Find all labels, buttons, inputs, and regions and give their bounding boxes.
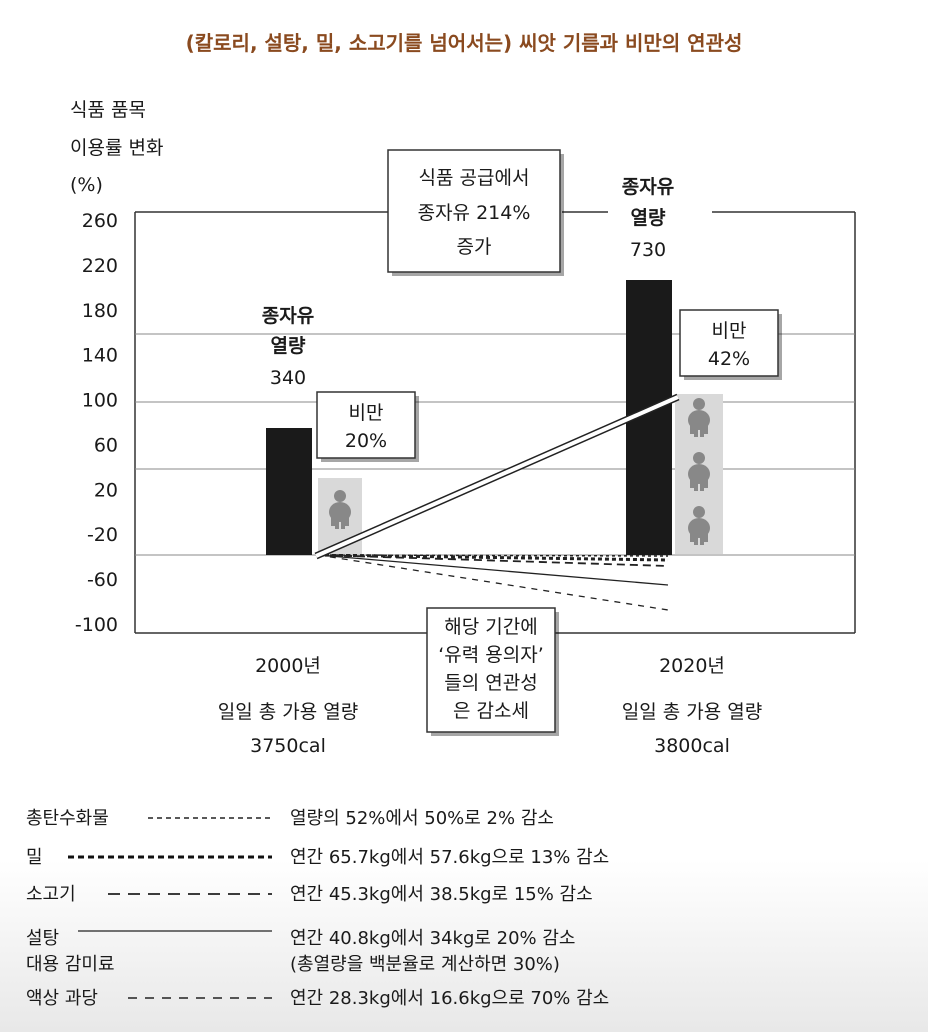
x-category-2000-cal: 3750cal — [250, 735, 326, 757]
chart-title: (칼로리, 설탕, 밀, 소고기를 넘어서는) 씨앗 기름과 비만의 연관성 — [186, 31, 743, 55]
obesity-box-2020-line2: 42% — [708, 348, 750, 370]
x-category-2020-cal: 3800cal — [654, 735, 730, 757]
y-tick-label-6: 20 — [94, 479, 118, 501]
annotation-box-decrease: 해당 기간에 ‘유력 용의자’ 들의 연관성 은 감소세 — [426, 607, 559, 736]
obesity-trend-line — [314, 393, 680, 560]
y-tick-label-1: 220 — [82, 255, 118, 277]
legend-name-beef: 소고기 — [26, 884, 76, 905]
legend-desc-wheat: 연간 65.7kg에서 57.6kg으로 13% 감소 — [290, 847, 609, 868]
annotation-decrease-line3: 들의 연관성 — [444, 672, 537, 694]
legend: 총탄수화물 열량의 52%에서 50%로 2% 감소 밀 연간 65.7kg에서… — [26, 808, 609, 1009]
series-line-3 — [317, 554, 669, 586]
annotation-box-increase: 식품 공급에서 종자유 214% 증가 — [387, 149, 564, 276]
x-category-2020-year: 2020년 — [659, 655, 725, 677]
y-tick-label-9: -100 — [75, 614, 118, 636]
x-category-2000-year: 2000년 — [255, 655, 321, 677]
x-category-2020: 2020년 일일 총 가용 열량 3800cal — [622, 655, 762, 757]
y-axis-label-3: (%) — [70, 174, 103, 196]
series-line-1 — [317, 553, 669, 562]
annotation-decrease-line2: ‘유력 용의자’ — [438, 644, 544, 666]
y-tick-label-7: -20 — [87, 524, 118, 546]
y-tick-label-5: 60 — [94, 434, 118, 456]
obesity-box-2000-line2: 20% — [345, 430, 387, 452]
bar-label-2000: 종자유 열량 340 — [262, 305, 314, 389]
x-category-2020-desc: 일일 총 가용 열량 — [622, 701, 762, 723]
bar-label-2020-line2: 열량 — [631, 207, 666, 229]
series-line-0 — [317, 554, 669, 557]
annotation-decrease-line1: 해당 기간에 — [444, 616, 537, 638]
legend-name-sugar-2: 대용 감미료 — [26, 954, 115, 975]
legend-name-wheat: 밀 — [26, 847, 43, 868]
y-tick-label-2: 180 — [82, 300, 118, 322]
annotation-increase-line3: 증가 — [457, 236, 492, 258]
obesity-box-2000: 비만 20% — [316, 391, 419, 462]
y-tick-label-3: 140 — [82, 345, 118, 367]
y-tick-label-0: 260 — [82, 210, 118, 232]
annotation-decrease-line4: 은 감소세 — [453, 700, 529, 722]
bar-label-2000-line1: 종자유 — [262, 305, 314, 327]
legend-desc-sugar-2: (총열량을 백분율로 계산하면 30%) — [290, 954, 560, 975]
legend-name-carbs: 총탄수화물 — [26, 808, 109, 829]
legend-desc-beef: 연간 45.3kg에서 38.5kg로 15% 감소 — [290, 884, 593, 905]
bar-label-2020: 종자유 열량 730 — [622, 176, 674, 261]
y-tick-label-4: 100 — [82, 390, 118, 412]
bottom-fade — [0, 860, 928, 1032]
y-tick-label-8: -60 — [87, 569, 118, 591]
legend-desc-carbs: 열량의 52%에서 50%로 2% 감소 — [290, 808, 554, 829]
bar-label-2000-line3: 340 — [270, 367, 306, 389]
bar-0 — [266, 428, 312, 555]
series-lines — [317, 553, 669, 611]
series-line-4 — [317, 554, 669, 611]
annotation-increase-line2: 종자유 214% — [418, 202, 531, 224]
series-line-2 — [317, 554, 669, 567]
annotation-increase-line1: 식품 공급에서 — [419, 167, 530, 189]
obesity-box-2000-line1: 비만 — [349, 402, 384, 424]
bar-label-2000-line2: 열량 — [271, 335, 306, 357]
x-category-2000-desc: 일일 총 가용 열량 — [218, 701, 358, 723]
y-axis-ticks: 260 220 180 140 100 60 20 -20 -60 -100 — [75, 210, 118, 636]
legend-name-sugar: 설탕 — [26, 928, 59, 949]
y-axis-label-2: 이용률 변화 — [70, 137, 163, 159]
x-category-2000: 2000년 일일 총 가용 열량 3750cal — [218, 655, 358, 757]
legend-name-hfcs: 액상 과당 — [26, 988, 98, 1009]
legend-desc-sugar: 연간 40.8kg에서 34kg로 20% 감소 — [290, 928, 576, 949]
bar-label-2020-line3: 730 — [630, 239, 666, 261]
obesity-box-2020: 비만 42% — [679, 309, 782, 380]
legend-desc-hfcs: 연간 28.3kg에서 16.6kg으로 70% 감소 — [290, 988, 609, 1009]
y-axis-label-1: 식품 품목 — [70, 99, 146, 121]
obesity-box-2020-line1: 비만 — [712, 320, 747, 342]
bar-label-2020-line1: 종자유 — [622, 176, 674, 198]
obesity-line-fill — [315, 395, 679, 558]
